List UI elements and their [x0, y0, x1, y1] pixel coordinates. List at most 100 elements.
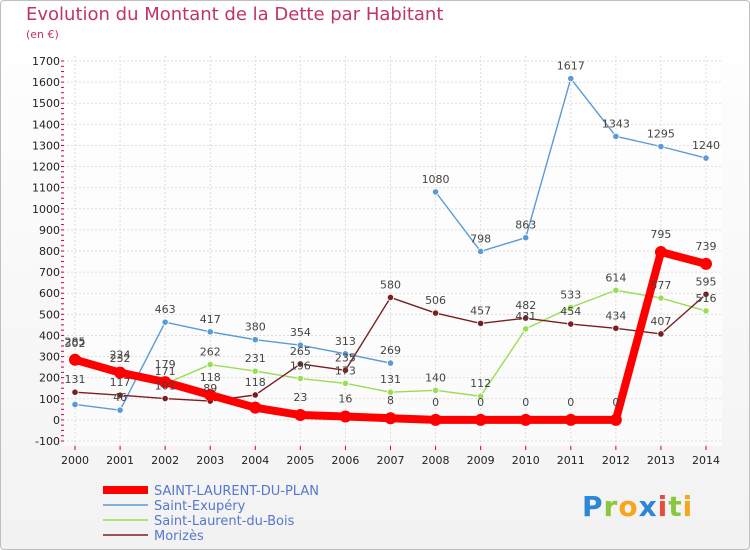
- data-point: [567, 74, 575, 83]
- y-tick-label: 900: [39, 224, 60, 237]
- data-label: 285: [65, 336, 86, 349]
- data-point: [522, 314, 530, 322]
- data-label: 417: [200, 313, 221, 326]
- data-label: 173: [335, 364, 356, 377]
- data-point: [296, 374, 304, 383]
- x-tick-label: 2013: [647, 454, 675, 467]
- y-tick-label: 1500: [32, 97, 60, 110]
- logo-letter: P: [582, 490, 604, 523]
- data-point: [204, 388, 217, 401]
- data-point: [702, 307, 710, 315]
- data-label: 863: [515, 219, 536, 232]
- data-label: 577: [650, 279, 671, 292]
- x-tick-label: 2003: [196, 454, 224, 467]
- data-label: 407: [650, 315, 671, 328]
- y-tick-label: 600: [39, 287, 60, 300]
- x-tick-label: 2012: [602, 454, 630, 467]
- data-label: 380: [245, 321, 266, 334]
- y-tick-label: 100: [39, 393, 60, 406]
- logo-letter: o: [618, 490, 639, 523]
- data-point: [519, 413, 532, 426]
- y-tick-label: 0: [53, 414, 60, 427]
- data-point: [386, 388, 395, 396]
- series-0: [69, 246, 712, 426]
- series-3: [71, 290, 710, 405]
- data-label: 580: [380, 278, 401, 291]
- data-point: [386, 359, 395, 367]
- data-point: [477, 392, 485, 400]
- x-tick-label: 2010: [512, 454, 540, 467]
- data-label: 533: [560, 288, 581, 301]
- data-point: [251, 367, 259, 375]
- data-point: [159, 376, 172, 389]
- data-point: [657, 142, 665, 151]
- x-tick-label: 2007: [377, 454, 405, 467]
- x-tick-label: 2000: [61, 454, 89, 467]
- data-label: 235: [335, 351, 356, 364]
- data-label: 8: [387, 394, 394, 407]
- x-tick-label: 2006: [331, 454, 359, 467]
- data-label: 431: [515, 310, 536, 323]
- data-label: 0: [612, 396, 619, 409]
- data-point: [294, 409, 307, 422]
- x-tick-label: 2008: [422, 454, 450, 467]
- data-label: 262: [200, 346, 221, 359]
- data-point: [477, 319, 485, 328]
- data-label: 302: [65, 337, 86, 350]
- data-point: [567, 303, 575, 311]
- data-label: 0: [522, 396, 529, 409]
- data-point: [341, 379, 350, 387]
- data-point: [251, 391, 259, 399]
- legend-label: Morizès: [154, 529, 204, 544]
- chart-title: Evolution du Montant de la Dette par Hab…: [26, 4, 444, 25]
- y-tick-label: 400: [39, 329, 60, 342]
- data-label: 131: [380, 373, 401, 386]
- data-label: 516: [696, 292, 717, 305]
- logo-letter: x: [638, 490, 658, 523]
- data-point: [477, 247, 485, 256]
- data-point: [206, 360, 214, 369]
- data-label: 46: [113, 391, 127, 404]
- y-tick-label: 500: [39, 308, 60, 321]
- data-label: 595: [696, 275, 717, 288]
- data-label: 0: [432, 396, 439, 409]
- legend-label: Saint-Exupéry: [154, 499, 246, 514]
- data-label: 354: [290, 326, 311, 339]
- data-point: [612, 324, 620, 332]
- x-tick-label: 2001: [106, 454, 134, 467]
- data-point: [161, 394, 169, 403]
- legend-label: SAINT-LAURENT-DU-PLAN: [154, 484, 319, 499]
- data-point: [206, 328, 214, 336]
- data-point: [114, 366, 127, 379]
- logo-letter: i: [657, 490, 669, 523]
- data-point: [612, 286, 620, 294]
- x-tick-label: 2005: [286, 454, 314, 467]
- data-label: 1343: [602, 117, 630, 130]
- y-tick-label: 300: [39, 351, 60, 364]
- data-label: 434: [605, 309, 626, 322]
- data-point: [431, 188, 440, 196]
- data-label: 89: [203, 382, 217, 395]
- data-point: [431, 386, 440, 394]
- data-label: 118: [245, 376, 266, 389]
- data-point: [474, 413, 487, 426]
- data-label: 232: [110, 352, 131, 365]
- data-point: [429, 413, 442, 426]
- data-point: [384, 412, 397, 425]
- x-tick-label: 2002: [151, 454, 179, 467]
- data-point: [296, 360, 304, 368]
- y-tick-label: 1100: [32, 182, 60, 195]
- data-point: [522, 234, 530, 242]
- data-point: [564, 413, 577, 426]
- y-tick-label: 1400: [32, 118, 60, 131]
- data-point: [161, 318, 169, 326]
- data-point: [657, 294, 665, 302]
- series-1: [71, 318, 395, 414]
- data-label: 1295: [647, 128, 675, 141]
- data-label: 506: [425, 294, 446, 307]
- data-label: 112: [470, 377, 491, 390]
- data-label: 118: [200, 371, 221, 384]
- data-point: [657, 330, 665, 338]
- data-point: [249, 401, 262, 414]
